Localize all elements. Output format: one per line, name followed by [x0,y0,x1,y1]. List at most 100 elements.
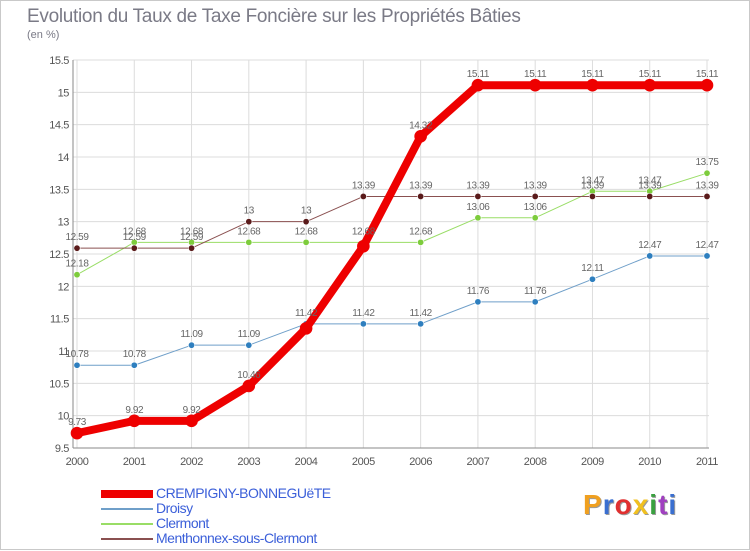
y-tick-label: 14 [58,152,70,164]
data-point [73,271,81,279]
data-label: 12.68 [352,226,376,237]
data-point [474,214,482,222]
chart-unit-label: (en %) [27,29,60,41]
data-point [531,214,539,222]
logo-letter: o [614,489,633,520]
data-label: 11.76 [524,286,547,297]
x-tick-label: 2003 [237,456,260,468]
data-point [643,78,657,92]
data-label: 12.59 [180,232,204,243]
legend-swatch [101,523,153,525]
legend-swatch [101,538,153,540]
data-label: 12.68 [123,226,147,237]
y-tick-label: 10 [58,411,70,423]
data-label: 13 [301,206,312,217]
legend-swatch [101,508,153,510]
y-tick-label: 10.5 [49,378,69,390]
data-label: 13.39 [409,180,433,191]
data-point [417,238,425,246]
data-label: 9.92 [183,405,202,416]
y-tick-label: 12.5 [49,249,69,261]
data-point [531,192,539,200]
data-label: 12.59 [65,232,89,243]
data-point [299,322,313,335]
data-label: 10.78 [65,349,89,360]
data-point [474,298,482,306]
x-tick-label: 2004 [295,456,318,468]
x-tick-label: 2001 [123,456,146,468]
data-label: 13.47 [581,175,605,186]
data-point [531,298,539,306]
data-point [130,361,138,369]
data-label: 13.39 [466,180,490,191]
data-label: 11.09 [180,329,203,340]
y-tick-label: 11 [58,346,69,358]
data-label: 12.47 [695,240,719,251]
data-point [245,341,253,349]
legend-label: Clermont [156,515,209,531]
data-label: 10.46 [237,370,261,381]
data-label: 15.11 [467,69,490,80]
data-point [588,275,596,283]
data-point [127,414,141,428]
y-tick-label: 11.5 [50,314,69,326]
data-point [586,78,599,92]
data-label: 10.78 [123,349,147,360]
data-point [73,244,81,252]
data-label: 12.11 [581,263,604,274]
data-point [700,78,714,92]
x-tick-label: 2009 [581,456,604,468]
legend-label: CREMPIGNY-BONNEGUëTE [156,485,331,501]
data-point [703,252,711,260]
data-label: 15.11 [696,69,719,80]
y-tick-label: 13.5 [49,184,69,196]
data-point [359,320,367,328]
legend-label: Droisy [156,500,193,516]
data-label: 9.92 [125,405,144,416]
data-label: 12.68 [180,226,204,237]
x-tick-label: 2005 [352,456,375,468]
data-label: 13.75 [695,157,719,168]
logo-letter: t [658,489,669,520]
data-point [185,414,198,428]
x-tick-label: 2011 [696,456,718,468]
data-label: 11.42 [352,308,375,319]
logo-letter: i [668,489,678,520]
data-point [528,78,542,92]
data-point [359,192,367,200]
data-point [471,78,485,92]
series-line [73,81,711,438]
data-point [302,218,310,226]
series-line [76,172,708,276]
logo-letter: x [632,489,650,520]
data-label: 11.09 [238,329,261,340]
data-point [646,252,654,260]
data-point [646,192,654,200]
legend-swatch [101,490,153,498]
y-tick-label: 14.5 [49,120,69,132]
logo-letter: r [602,489,615,520]
series-line [76,255,708,366]
data-point [588,192,596,200]
y-tick-label: 12 [58,281,70,293]
data-label: 13.06 [524,202,548,213]
data-label: 12.68 [409,226,433,237]
data-point [188,244,196,252]
data-point [188,341,196,349]
data-point [70,426,84,440]
x-tick-label: 2002 [180,456,203,468]
series-line [76,195,708,249]
data-point [417,192,425,200]
data-point [417,320,425,328]
data-label: 14.32 [409,120,433,131]
data-label: 9.73 [68,417,87,428]
logo-letter: i [649,489,659,520]
x-tick-label: 2006 [409,456,432,468]
data-label: 13.47 [638,175,662,186]
data-point [474,192,482,200]
x-tick-label: 2007 [466,456,489,468]
data-label: 15.11 [581,69,604,80]
data-label: 13.39 [695,180,719,191]
